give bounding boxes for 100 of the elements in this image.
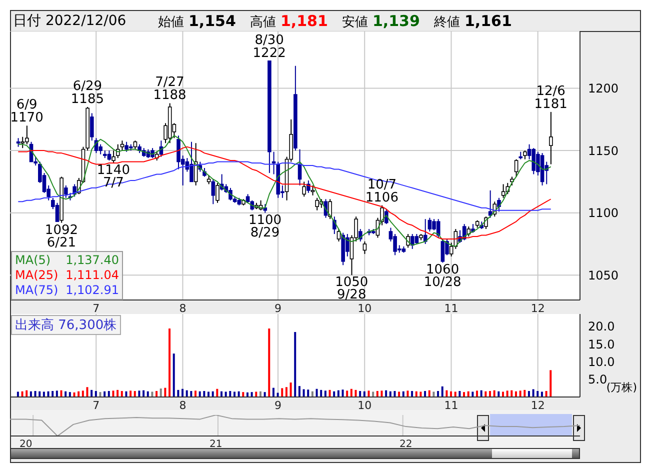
bar	[342, 390, 344, 397]
bar	[68, 392, 71, 397]
candlestick	[384, 208, 388, 225]
bar	[264, 392, 266, 397]
annotation: 7/27 1188	[153, 75, 186, 104]
chart-title: 出来高 76,300株	[11, 315, 121, 335]
candlestick	[211, 178, 216, 205]
candlestick	[112, 150, 116, 164]
bar	[203, 390, 206, 397]
candlestick	[497, 197, 501, 212]
y-tick-label: 1200	[588, 82, 619, 96]
candlestick	[107, 150, 112, 162]
bar	[380, 390, 383, 397]
candlestick	[423, 218, 428, 244]
bar	[463, 392, 466, 397]
y-tick-label: 20.0	[588, 320, 615, 334]
text: 始値 1,154	[158, 12, 236, 30]
bar	[250, 392, 253, 397]
annotation: 10/7 1106	[365, 177, 398, 206]
candlestick	[436, 218, 440, 238]
x-tick-label: 10	[358, 398, 372, 412]
bar	[376, 390, 378, 397]
annotation: 12/6 1181	[534, 84, 568, 112]
bar	[233, 392, 236, 397]
bar	[242, 392, 244, 397]
annotation: 1060 10/28	[424, 262, 462, 290]
bar	[138, 390, 140, 397]
y-tick-label: 15.0	[588, 337, 615, 352]
x-tick-label: 10	[358, 302, 372, 315]
bar	[550, 370, 552, 397]
bar	[190, 390, 192, 397]
bar	[216, 388, 218, 397]
bar	[120, 390, 123, 397]
bar	[86, 387, 88, 397]
candlestick	[216, 182, 220, 204]
candlestick	[20, 136, 25, 149]
bar	[130, 390, 132, 397]
candlestick	[440, 238, 445, 264]
bar	[536, 390, 539, 397]
x-tick-label: 9	[274, 302, 282, 315]
bar	[545, 390, 548, 397]
annotation: 6/9 1170	[10, 98, 44, 126]
bar	[328, 390, 331, 397]
bar	[411, 390, 414, 397]
bar	[398, 392, 400, 397]
bar	[182, 388, 184, 397]
bar	[177, 390, 180, 397]
candlestick	[549, 111, 553, 165]
candlestick	[514, 158, 518, 178]
x-tick-label: 22	[399, 439, 412, 450]
x-tick-label: 11	[444, 302, 458, 315]
bar	[272, 388, 274, 397]
text: 安値 1,139	[342, 12, 420, 30]
bar	[268, 328, 270, 397]
x-tick-label: 7	[92, 302, 100, 315]
bar	[454, 392, 456, 397]
bar	[324, 390, 326, 397]
bar	[108, 390, 110, 397]
bar	[437, 390, 440, 397]
bar	[52, 390, 54, 397]
bar	[488, 390, 491, 397]
text: MA(75) 1,102.91	[15, 283, 119, 298]
bar	[90, 390, 93, 397]
candlestick	[532, 148, 536, 175]
bar	[298, 386, 300, 397]
y-tick-label: 1150	[588, 144, 619, 158]
bar	[316, 388, 318, 397]
bar	[229, 390, 232, 397]
bar	[432, 392, 435, 397]
bar	[359, 390, 362, 397]
y-tick-label: 1100	[588, 206, 619, 220]
bar	[346, 390, 348, 397]
bar	[82, 390, 84, 397]
bar	[160, 388, 162, 397]
bar	[394, 390, 396, 397]
candlestick	[190, 141, 194, 182]
bar	[281, 388, 284, 397]
bar	[134, 390, 136, 397]
bar	[164, 388, 166, 397]
bar	[112, 390, 114, 397]
bar	[472, 392, 474, 397]
bar	[368, 390, 370, 397]
candlestick	[328, 198, 332, 220]
bar	[420, 392, 422, 397]
candlestick	[55, 202, 60, 222]
candlestick	[414, 233, 419, 244]
bar	[532, 389, 534, 397]
y-tick-label: 1050	[588, 268, 619, 282]
candlestick	[98, 144, 102, 155]
bar	[99, 392, 102, 397]
bar	[441, 386, 444, 397]
candlestick	[428, 217, 432, 232]
bar	[540, 392, 543, 397]
x-tick-label: 12	[530, 302, 545, 315]
candlestick	[410, 233, 414, 250]
bar	[502, 392, 504, 397]
bar	[255, 392, 258, 397]
bar	[290, 382, 292, 397]
bar	[208, 392, 210, 397]
bar	[519, 390, 522, 397]
